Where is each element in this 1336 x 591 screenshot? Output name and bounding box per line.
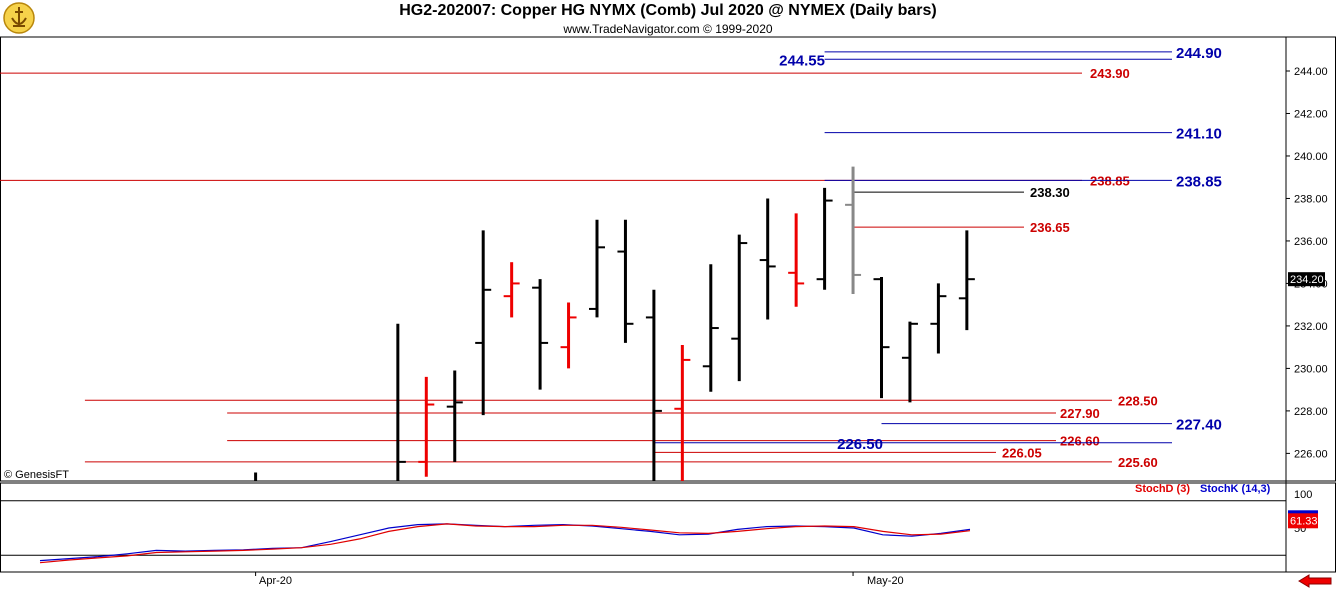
legend-stochk: StochK (14,3) [1200, 483, 1271, 495]
price-level-label: 236.65 [1030, 220, 1070, 235]
price-axis-tick-label: 242.00 [1294, 108, 1328, 120]
chart-title: HG2-202007: Copper HG NYMX (Comb) Jul 20… [399, 2, 937, 19]
price-level-label: 226.60 [1060, 434, 1100, 449]
price-level-label: 225.60 [1118, 455, 1158, 470]
price-level-label: 244.55 [779, 52, 825, 69]
stoch-last-label: 61.33 [1290, 515, 1318, 527]
stochastic-panel-border [0, 482, 1336, 573]
price-panel-border [0, 36, 1336, 482]
price-axis-tick-label: 236.00 [1294, 236, 1328, 248]
stoch-line [39, 523, 971, 564]
price-axis-tick-label: 230.00 [1294, 363, 1328, 375]
stoch-axis-label: 100 [1294, 489, 1312, 501]
price-axis-tick-label: 226.00 [1294, 448, 1328, 460]
genesis-watermark: © GenesisFT [4, 469, 69, 481]
x-label-may: May-20 [867, 575, 904, 587]
price-level-label: 226.05 [1002, 445, 1042, 460]
stoch-last-tag [1288, 512, 1318, 529]
left-arrow-icon[interactable] [1298, 574, 1332, 588]
last-price-tag [1288, 272, 1325, 287]
price-axis-tick-label: 238.00 [1294, 193, 1328, 205]
trade-navigator-logo-icon[interactable] [3, 2, 35, 34]
price-level-label: 243.90 [1090, 66, 1130, 81]
price-axis-tick-label: 228.00 [1294, 406, 1328, 418]
chart-subtitle: www.TradeNavigator.com © 1999-2020 [563, 22, 773, 36]
price-axis-tick-label: 232.00 [1294, 321, 1328, 333]
price-axis-tick-label: 244.00 [1294, 66, 1328, 78]
price-bars [254, 166, 975, 481]
last-price-label: 234.20 [1290, 274, 1324, 286]
price-level-label: 227.40 [1176, 417, 1222, 434]
legend-stochd: StochD (3) [1135, 483, 1190, 495]
price-axis-tick-label: 240.00 [1294, 151, 1328, 163]
price-level-label: 238.30 [1030, 185, 1070, 200]
price-level-label: 226.50 [837, 436, 883, 453]
x-label-apr: Apr-20 [259, 575, 293, 587]
price-level-label: 227.90 [1060, 406, 1100, 421]
stoch-last-tag-top [1288, 510, 1318, 514]
price-axis: 226.00228.00230.00232.00234.00236.00238.… [1286, 66, 1328, 460]
price-level-label: 238.85 [1176, 173, 1222, 190]
price-level-label: 241.10 [1176, 126, 1222, 143]
price-level-label: 228.50 [1118, 393, 1158, 408]
price-level-label: 244.90 [1176, 45, 1222, 62]
